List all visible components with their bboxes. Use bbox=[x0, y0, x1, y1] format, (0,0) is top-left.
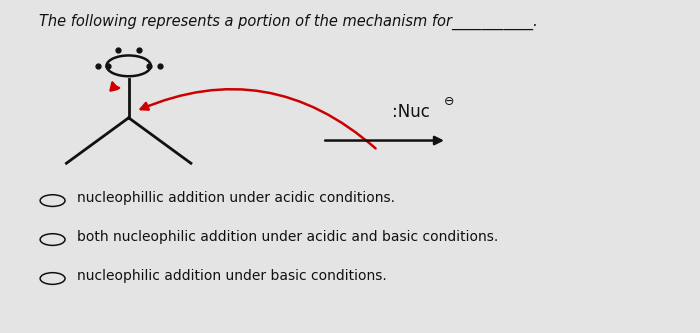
Text: :Nuc: :Nuc bbox=[391, 103, 429, 121]
Text: The following represents a portion of the mechanism for___________.: The following represents a portion of th… bbox=[38, 14, 538, 30]
FancyArrowPatch shape bbox=[111, 83, 119, 91]
Text: nucleophillic addition under acidic conditions.: nucleophillic addition under acidic cond… bbox=[77, 191, 395, 205]
FancyArrowPatch shape bbox=[141, 89, 376, 149]
Text: nucleophilic addition under basic conditions.: nucleophilic addition under basic condit… bbox=[77, 269, 386, 283]
Text: ⊖: ⊖ bbox=[443, 95, 454, 108]
Text: both nucleophilic addition under acidic and basic conditions.: both nucleophilic addition under acidic … bbox=[77, 230, 498, 244]
FancyArrowPatch shape bbox=[325, 137, 441, 144]
